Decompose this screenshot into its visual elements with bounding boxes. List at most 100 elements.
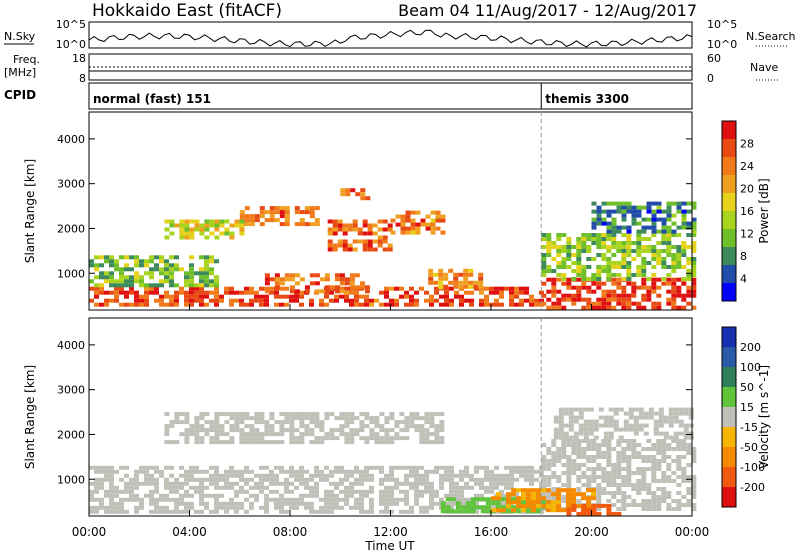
velocity-cell — [608, 419, 614, 424]
power-cell — [249, 218, 255, 223]
power-cell — [430, 222, 436, 227]
power-cell — [289, 285, 295, 290]
velocity-cell — [603, 419, 609, 424]
velocity-cell — [499, 493, 504, 498]
velocity-cell — [616, 471, 622, 475]
power-cell — [289, 273, 295, 278]
power-cell — [124, 302, 129, 307]
velocity-cell — [566, 504, 571, 509]
power-cell — [199, 223, 205, 228]
power-cell — [249, 214, 255, 219]
velocity-cell — [289, 469, 294, 474]
velocity-cell — [434, 428, 440, 433]
velocity-cell — [646, 447, 652, 451]
power-cell — [189, 275, 194, 280]
velocity-cell — [199, 481, 204, 486]
velocity-cell — [454, 473, 459, 478]
velocity-cell — [99, 501, 104, 506]
velocity-cell — [394, 481, 399, 486]
velocity-cell — [521, 504, 526, 509]
velocity-cell — [583, 407, 589, 412]
velocity-cell — [606, 455, 612, 459]
x-tick-label: 04:00 — [172, 525, 207, 539]
power-cell — [254, 218, 260, 223]
power-cell — [656, 241, 662, 245]
power-cell — [596, 265, 602, 269]
velocity-cell — [643, 415, 649, 420]
velocity-cell — [329, 412, 335, 417]
power-cell — [656, 249, 662, 253]
power-cell — [546, 245, 552, 249]
power-cell — [691, 269, 697, 273]
velocity-cell — [99, 481, 104, 486]
velocity-cell — [234, 489, 239, 494]
velocity-cell — [459, 477, 464, 482]
power-cell — [134, 263, 139, 268]
power-colorbar-swatch — [722, 121, 736, 139]
power-cell — [454, 290, 459, 295]
power-cell — [606, 201, 612, 206]
power-cell — [524, 286, 529, 291]
power-cell — [204, 302, 209, 307]
velocity-cell — [666, 503, 672, 507]
velocity-cell — [254, 473, 259, 478]
velocity-cell — [464, 485, 469, 490]
velocity-cell — [616, 459, 622, 463]
power-cell — [224, 227, 230, 232]
power-cell — [596, 233, 602, 237]
velocity-cell — [304, 505, 309, 510]
velocity-cell — [495, 505, 501, 510]
velocity-cell — [119, 497, 124, 502]
power-cell — [339, 289, 345, 294]
power-cell — [340, 192, 346, 197]
velocity-cell — [239, 420, 245, 425]
cpid-segments: normal (fast) 151 themis 3300 — [93, 83, 629, 109]
velocity-cell — [344, 501, 349, 506]
power-cell — [94, 290, 99, 295]
velocity-cell — [409, 412, 415, 417]
velocity-cell — [154, 477, 159, 482]
power-cell — [666, 237, 672, 241]
power-cell — [671, 233, 677, 237]
velocity-cell — [309, 485, 314, 490]
power-cell — [576, 253, 582, 257]
velocity-cell — [611, 467, 617, 471]
power-cell — [458, 280, 464, 285]
velocity-cell — [563, 435, 569, 440]
velocity-cell — [354, 481, 359, 486]
velocity-cell — [546, 467, 552, 471]
velocity-cell — [414, 485, 419, 490]
velocity-cell — [601, 503, 607, 508]
power-cell — [199, 290, 204, 295]
velocity-cell — [299, 420, 305, 425]
velocity-cell — [656, 459, 662, 463]
velocity-cell — [601, 439, 607, 443]
velocity-cell — [489, 505, 494, 510]
power-cell — [686, 245, 692, 249]
power-cell — [631, 217, 637, 222]
velocity-cell — [219, 424, 225, 429]
velocity-cell — [651, 475, 657, 479]
velocity-cell — [379, 477, 384, 482]
power-cell — [606, 225, 612, 230]
velocity-cell — [129, 477, 134, 482]
velocity-cell — [219, 501, 224, 506]
velocity-cell — [134, 497, 139, 502]
velocity-cell — [154, 481, 159, 486]
velocity-cell — [571, 500, 576, 505]
velocity-cell — [404, 473, 409, 478]
power-cell — [591, 217, 597, 222]
velocity-cell — [279, 493, 284, 498]
velocity-cell — [643, 431, 649, 436]
power-cell — [119, 290, 124, 295]
power-cell — [551, 269, 557, 273]
velocity-cell — [404, 420, 410, 425]
velocity-cell — [591, 459, 597, 463]
power-colorbar-swatch — [722, 247, 736, 265]
velocity-cell — [686, 487, 692, 491]
velocity-cell — [404, 477, 409, 482]
velocity-cell — [354, 497, 359, 502]
power-cell — [239, 302, 244, 307]
velocity-cell — [561, 455, 567, 459]
